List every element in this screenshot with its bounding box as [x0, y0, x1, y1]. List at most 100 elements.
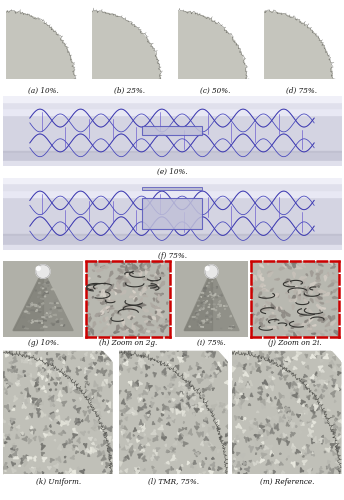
Polygon shape: [48, 398, 51, 400]
Polygon shape: [12, 408, 15, 410]
Polygon shape: [268, 461, 273, 466]
Polygon shape: [305, 307, 308, 310]
Polygon shape: [225, 356, 229, 362]
Polygon shape: [108, 307, 114, 310]
Polygon shape: [328, 316, 331, 320]
Polygon shape: [35, 348, 39, 352]
Polygon shape: [135, 336, 139, 338]
Polygon shape: [166, 415, 171, 419]
Polygon shape: [225, 408, 229, 414]
Polygon shape: [249, 460, 251, 462]
Polygon shape: [101, 290, 105, 296]
Polygon shape: [244, 418, 246, 420]
Polygon shape: [46, 281, 49, 283]
Polygon shape: [154, 293, 162, 296]
Polygon shape: [247, 383, 250, 388]
Polygon shape: [286, 440, 290, 446]
Polygon shape: [261, 423, 262, 425]
Polygon shape: [172, 374, 176, 378]
Polygon shape: [210, 293, 212, 294]
Polygon shape: [196, 422, 199, 426]
Polygon shape: [234, 393, 240, 398]
Polygon shape: [302, 460, 307, 465]
Polygon shape: [304, 300, 308, 305]
Polygon shape: [27, 392, 31, 397]
Polygon shape: [126, 404, 130, 407]
Polygon shape: [217, 466, 222, 471]
Polygon shape: [319, 438, 323, 442]
Polygon shape: [193, 412, 195, 416]
Polygon shape: [101, 450, 105, 455]
Polygon shape: [280, 434, 282, 438]
Polygon shape: [135, 468, 140, 476]
Polygon shape: [296, 426, 297, 428]
Polygon shape: [123, 331, 127, 332]
Polygon shape: [167, 355, 170, 358]
Polygon shape: [300, 468, 303, 472]
Polygon shape: [318, 440, 321, 443]
Polygon shape: [69, 438, 72, 444]
Polygon shape: [219, 304, 221, 306]
Polygon shape: [286, 422, 289, 426]
Polygon shape: [319, 264, 323, 266]
Polygon shape: [5, 390, 7, 394]
Polygon shape: [294, 332, 297, 337]
Polygon shape: [258, 428, 263, 434]
Polygon shape: [327, 272, 329, 276]
Polygon shape: [258, 396, 263, 402]
Polygon shape: [21, 433, 23, 436]
Polygon shape: [16, 434, 19, 438]
Polygon shape: [150, 275, 154, 276]
Polygon shape: [142, 316, 147, 317]
Polygon shape: [172, 419, 175, 423]
Polygon shape: [183, 422, 185, 424]
Polygon shape: [122, 262, 125, 264]
Polygon shape: [316, 408, 318, 411]
Polygon shape: [55, 304, 56, 305]
Polygon shape: [321, 317, 323, 321]
Polygon shape: [190, 392, 196, 397]
Polygon shape: [109, 284, 114, 291]
Polygon shape: [136, 383, 139, 386]
Polygon shape: [170, 408, 173, 413]
Polygon shape: [13, 406, 15, 407]
Polygon shape: [16, 425, 20, 428]
Polygon shape: [75, 390, 80, 394]
Polygon shape: [146, 374, 148, 377]
Polygon shape: [210, 364, 216, 370]
Polygon shape: [252, 366, 255, 370]
Polygon shape: [247, 352, 250, 357]
Polygon shape: [275, 459, 280, 464]
Polygon shape: [319, 394, 323, 399]
Polygon shape: [140, 330, 144, 334]
Polygon shape: [275, 465, 278, 470]
Polygon shape: [146, 389, 148, 392]
Polygon shape: [127, 328, 133, 333]
Polygon shape: [312, 438, 315, 444]
Polygon shape: [326, 412, 329, 414]
Polygon shape: [316, 304, 319, 309]
Polygon shape: [176, 346, 180, 352]
Polygon shape: [88, 365, 93, 369]
Polygon shape: [92, 296, 94, 298]
Polygon shape: [51, 377, 54, 380]
Polygon shape: [44, 390, 46, 393]
Polygon shape: [100, 330, 103, 332]
Polygon shape: [217, 368, 220, 371]
Polygon shape: [38, 398, 41, 403]
Polygon shape: [107, 310, 109, 312]
Polygon shape: [29, 360, 32, 364]
Polygon shape: [41, 302, 44, 304]
Polygon shape: [327, 460, 331, 463]
Polygon shape: [247, 380, 252, 386]
Polygon shape: [125, 406, 130, 412]
Polygon shape: [126, 350, 131, 354]
Polygon shape: [120, 470, 122, 472]
Polygon shape: [30, 468, 36, 473]
Polygon shape: [138, 472, 140, 473]
Polygon shape: [38, 357, 42, 360]
Polygon shape: [238, 364, 243, 370]
Polygon shape: [327, 409, 330, 413]
Polygon shape: [121, 426, 123, 428]
Polygon shape: [120, 290, 126, 295]
